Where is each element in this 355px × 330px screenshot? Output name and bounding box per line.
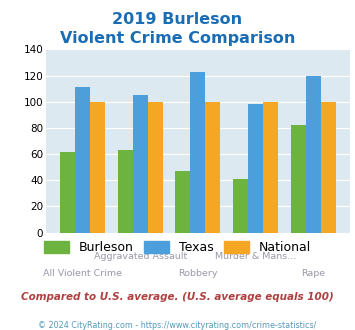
Text: All Violent Crime: All Violent Crime [43, 269, 122, 278]
Bar [133, 95, 148, 233]
Bar [148, 102, 163, 233]
Bar [263, 102, 278, 233]
Text: Rape: Rape [301, 269, 326, 278]
Bar [175, 171, 190, 233]
Bar [233, 179, 248, 233]
Text: Robbery: Robbery [178, 269, 218, 278]
Bar [60, 151, 75, 233]
Text: Murder & Mans...: Murder & Mans... [215, 252, 296, 261]
Bar [90, 102, 105, 233]
Bar [118, 150, 133, 233]
Text: 2019 Burleson: 2019 Burleson [113, 12, 242, 26]
Bar [291, 125, 306, 233]
Legend: Burleson, Texas, National: Burleson, Texas, National [39, 236, 316, 259]
Bar [75, 87, 90, 233]
Bar [206, 102, 220, 233]
Text: Violent Crime Comparison: Violent Crime Comparison [60, 31, 295, 46]
Bar [190, 72, 206, 233]
Text: © 2024 CityRating.com - https://www.cityrating.com/crime-statistics/: © 2024 CityRating.com - https://www.city… [38, 321, 317, 330]
Bar [321, 102, 336, 233]
Bar [306, 76, 321, 233]
Text: Aggravated Assault: Aggravated Assault [94, 252, 187, 261]
Text: Compared to U.S. average. (U.S. average equals 100): Compared to U.S. average. (U.S. average … [21, 292, 334, 302]
Bar [248, 104, 263, 233]
